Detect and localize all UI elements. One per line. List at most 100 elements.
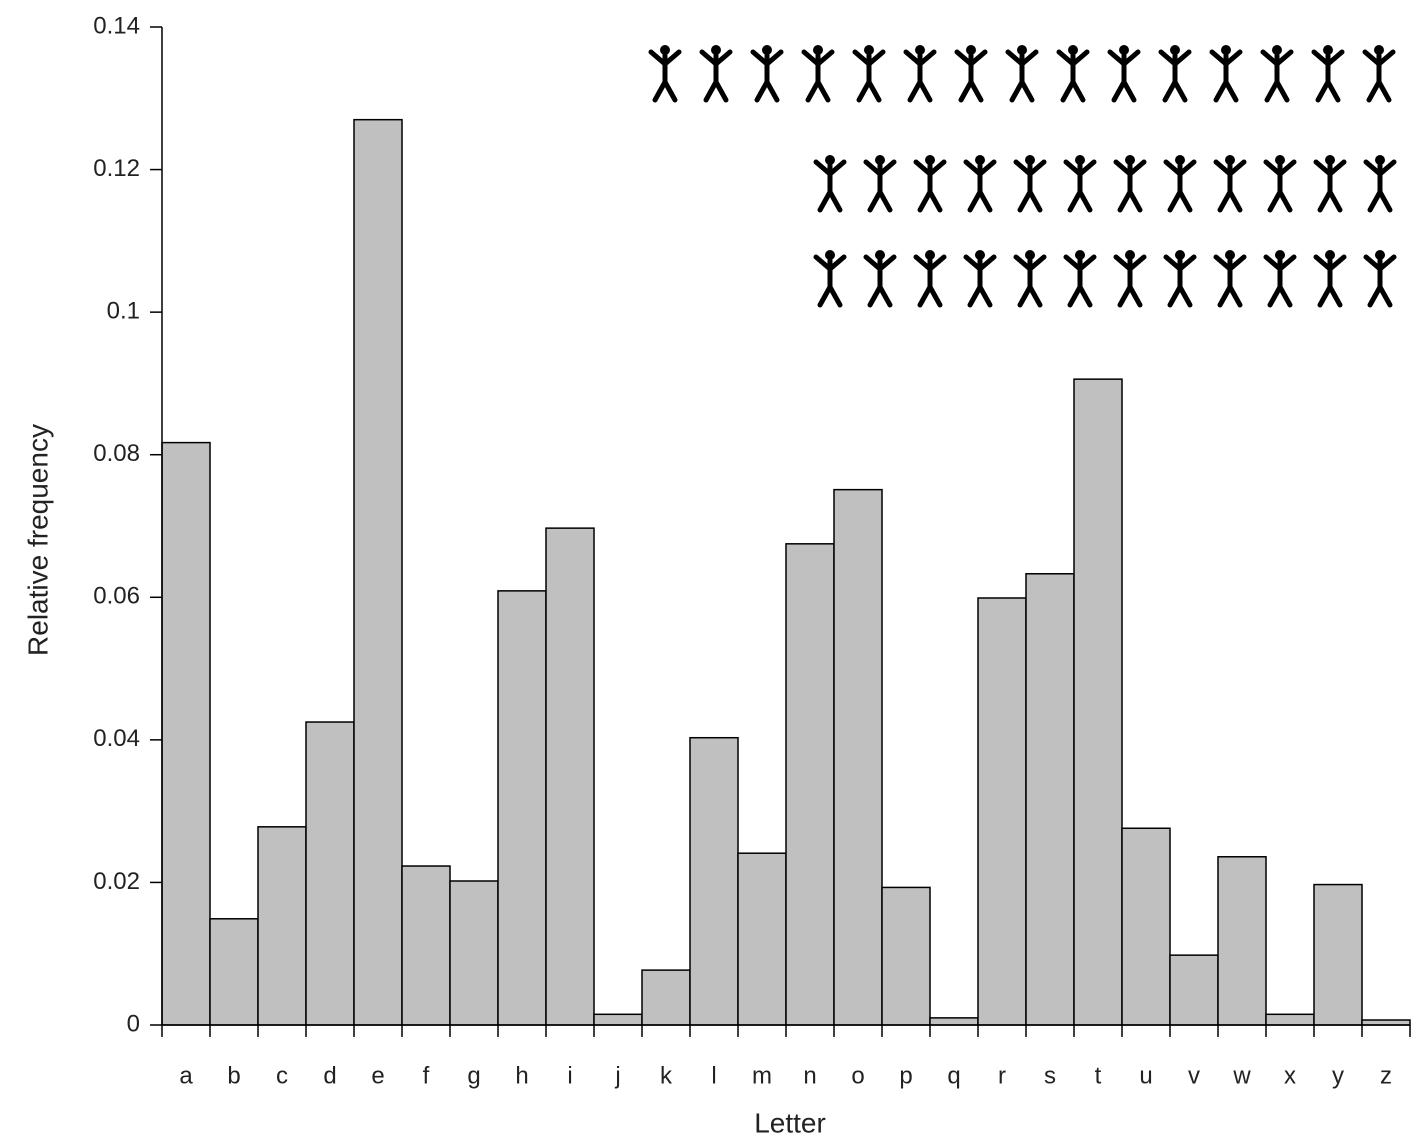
dancing-man [1316, 155, 1344, 210]
x-tick-label: d [323, 1062, 336, 1089]
bar [929, 1017, 979, 1026]
dancing-man [1016, 250, 1044, 305]
bar [593, 1013, 643, 1026]
bar [353, 118, 403, 1026]
dancing-man [1366, 250, 1394, 305]
bar [449, 880, 499, 1026]
bar [1025, 573, 1075, 1026]
bar [1073, 378, 1123, 1026]
x-tick-label: g [467, 1062, 480, 1089]
dancing-man [1263, 45, 1291, 100]
x-tick-label: k [660, 1062, 673, 1089]
dancing-man [916, 155, 944, 210]
x-tick-label: b [227, 1062, 240, 1089]
x-tick-label: q [947, 1062, 960, 1089]
dancing-man [1266, 155, 1294, 210]
bar [305, 721, 355, 1026]
dancing-man [1216, 155, 1244, 210]
bar [1121, 827, 1171, 1026]
dancing-man [816, 250, 844, 305]
x-tick-label: l [711, 1062, 716, 1089]
dancing-man [1066, 250, 1094, 305]
dancing-man [1066, 155, 1094, 210]
x-tick-label: w [1232, 1062, 1251, 1089]
y-tick-label: 0.14 [93, 12, 140, 39]
y-tick-label: 0.12 [93, 155, 140, 182]
dancing-man [906, 45, 934, 100]
dancing-man [957, 45, 985, 100]
x-tick-label: x [1284, 1062, 1296, 1089]
dancing-man [1166, 155, 1194, 210]
dancing-men [651, 45, 1394, 305]
x-tick-label: m [752, 1062, 772, 1089]
bar [689, 736, 739, 1026]
dancing-man [1008, 45, 1036, 100]
x-tick-label: s [1044, 1062, 1056, 1089]
x-tick-label: o [851, 1062, 864, 1089]
dancing-man [804, 45, 832, 100]
dancing-man [1161, 45, 1189, 100]
y-tick-label: 0.04 [93, 725, 140, 752]
bar [161, 441, 211, 1026]
bar [209, 918, 259, 1026]
y-tick-label: 0 [127, 1010, 140, 1037]
dancing-man [1314, 45, 1342, 100]
dancing-man [1116, 250, 1144, 305]
bar [497, 590, 547, 1026]
x-tick-label: c [276, 1062, 288, 1089]
dancing-man [1266, 250, 1294, 305]
x-tick-label: t [1095, 1062, 1102, 1089]
dancing-man [753, 45, 781, 100]
dancing-man [966, 155, 994, 210]
dancing-man [1316, 250, 1344, 305]
bar [881, 886, 931, 1026]
y-tick-label: 0.06 [93, 583, 140, 610]
y-tick-label: 0.1 [107, 297, 140, 324]
dancing-man [1212, 45, 1240, 100]
x-tick-label: y [1332, 1062, 1344, 1089]
bar [1217, 856, 1267, 1026]
x-axis-title: Letter [754, 1107, 826, 1138]
x-tick-label: p [899, 1062, 912, 1089]
bar [257, 826, 307, 1026]
dancing-man [1216, 250, 1244, 305]
dancing-man [1116, 155, 1144, 210]
dancing-man [651, 45, 679, 100]
bar [977, 597, 1027, 1026]
x-tick-label: h [515, 1062, 528, 1089]
bar [1265, 1013, 1315, 1026]
dancing-man [966, 250, 994, 305]
y-tick-label: 0.02 [93, 868, 140, 895]
dancing-man [1016, 155, 1044, 210]
x-tick-label: n [803, 1062, 816, 1089]
dancing-man [1110, 45, 1138, 100]
bar [785, 543, 835, 1026]
dancing-man [1166, 250, 1194, 305]
bar [545, 527, 595, 1026]
x-tick-label: r [998, 1062, 1006, 1089]
dancing-man [855, 45, 883, 100]
y-tick-label: 0.08 [93, 440, 140, 467]
x-tick-label: u [1139, 1062, 1152, 1089]
dancing-man [866, 155, 894, 210]
dancing-man [916, 250, 944, 305]
x-tick-label: z [1380, 1062, 1392, 1089]
bar [401, 865, 451, 1026]
dancing-man [1059, 45, 1087, 100]
dancing-man [702, 45, 730, 100]
x-tick-label: f [423, 1062, 430, 1089]
bar [1169, 954, 1219, 1026]
x-tick-label: v [1188, 1062, 1200, 1089]
x-tick-label: i [567, 1062, 572, 1089]
bar [1313, 883, 1363, 1026]
dancing-man [1366, 155, 1394, 210]
x-tick-label: j [614, 1062, 620, 1089]
dancing-man [1365, 45, 1393, 100]
dancing-man [866, 250, 894, 305]
x-tick-label: a [179, 1062, 193, 1089]
bar [641, 969, 691, 1026]
bar [833, 488, 883, 1026]
y-axis-title: Relative frequency [22, 424, 53, 656]
x-tick-label: e [371, 1062, 384, 1089]
